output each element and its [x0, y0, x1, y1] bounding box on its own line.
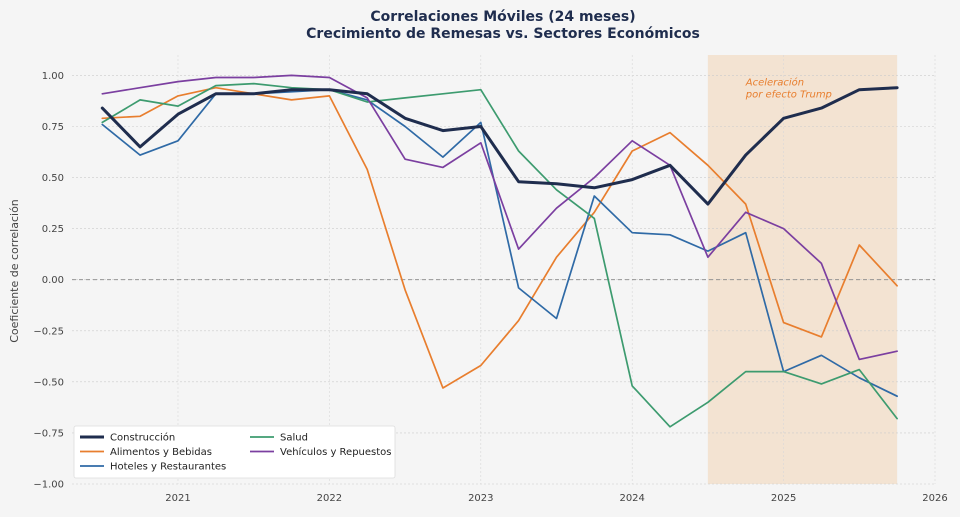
x-tick-label: 2024: [619, 493, 644, 504]
y-tick-label: 0.00: [42, 275, 64, 286]
series-line-1: [100, 86, 899, 206]
annotation-text: por efecto Trump: [745, 90, 832, 101]
shaded-region: [707, 55, 898, 484]
y-tick-label: −0.25: [33, 326, 64, 337]
chart-subtitle: Crecimiento de Remesas vs. Sectores Econ…: [306, 26, 700, 42]
plot-area: 1.00 0.75 0.50 0.25 0.00 −0.25 −0.50 −0.75 −1.00…: [33, 55, 948, 504]
series-line-4: [101, 82, 898, 428]
x-tick-label: 2026: [922, 493, 947, 504]
x-tick-label: 2021: [165, 493, 190, 504]
annotation-text: Aceleración: [745, 77, 804, 89]
x-tick-label: 2025: [771, 493, 796, 504]
y-tick-label: −1.00: [33, 480, 64, 491]
y-tick-label: 0.25: [42, 224, 64, 235]
chart-title: Correlaciones Móviles (24 meses): [370, 9, 635, 25]
y-tick-label: 1.00: [42, 71, 64, 82]
y-tick-label: −0.75: [33, 428, 64, 439]
series-line-2: [101, 86, 898, 389]
series-line-5: [101, 74, 898, 361]
legend-label: Vehículos y Repuestos: [280, 446, 392, 458]
y-axis-label: Coeficiente de correlación: [8, 199, 21, 343]
x-tick-label: 2023: [468, 493, 493, 504]
y-tick-label: −0.50: [33, 377, 64, 388]
legend-label: Salud: [280, 433, 308, 444]
y-tick-label: 0.75: [42, 122, 64, 133]
x-tick-label: 2022: [317, 493, 342, 504]
legend-box: [73, 425, 396, 479]
legend-label: Construcción: [110, 432, 175, 444]
legend-label: Alimentos y Bebidas: [110, 447, 212, 458]
y-tick-label: 0.50: [42, 173, 64, 184]
legend-label: Hoteles y Restaurantes: [110, 462, 226, 473]
